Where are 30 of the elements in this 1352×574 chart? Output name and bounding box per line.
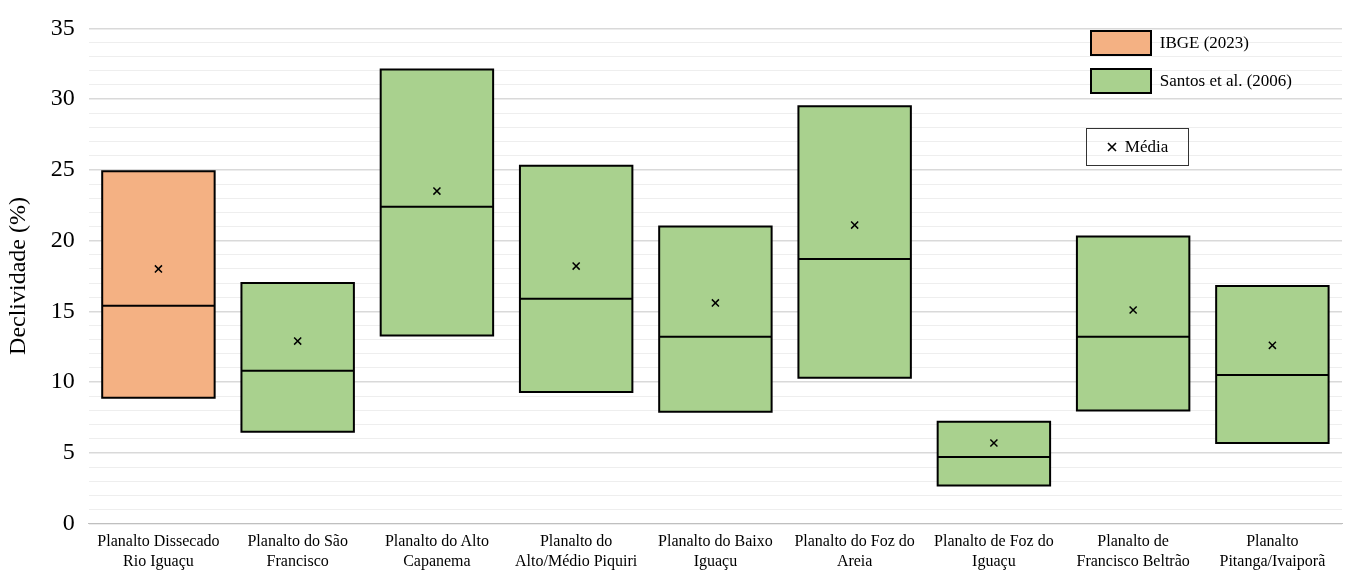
legend-label: IBGE (2023) [1159,33,1250,53]
y-tick-label: 20 [50,225,75,252]
point [711,298,720,308]
y-axis-title: Declividade (%) [3,197,30,355]
x-tick-label: Planalto do Foz do Areia [794,532,915,569]
legend-label: Santos et al. (2006) [1159,71,1292,91]
x-tick-label: Planalto Dissecado Rio Iguaçu [97,532,220,570]
point [432,186,442,196]
x-tick-label: Planalto de Francisco Beltrão [1076,532,1190,569]
y-tick-label: 25 [50,155,75,182]
point [154,264,163,274]
y-tick-label: 0 [62,508,75,535]
y-tick-label: 15 [50,296,75,323]
y-tick-label: 5 [62,438,75,465]
point [989,438,999,448]
x-tick-label: Planalto do São Francisco [247,532,348,569]
x-tick-label: Planalto Pitanga/Ivaiporã [1219,532,1326,570]
legend-label: Média [1124,137,1169,157]
y-tick-label: 35 [50,13,75,40]
x-tick-label: Planalto do Alto/Médio Piquiri [515,532,638,570]
y-tick-label: 30 [50,84,75,111]
point [850,220,859,230]
y-tick-label: 10 [50,367,75,394]
point [293,336,302,346]
point [1128,305,1138,315]
x-tick-label: Planalto de Foz do Iguaçu [934,532,1054,570]
x-tick-label: Planalto do Baixo Iguaçu [658,532,773,570]
point [571,261,581,271]
point [1268,341,1277,350]
x-tick-label: Planalto do Alto Capanema [384,532,489,570]
